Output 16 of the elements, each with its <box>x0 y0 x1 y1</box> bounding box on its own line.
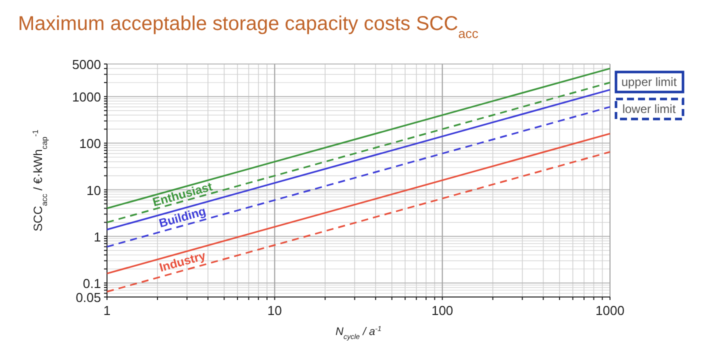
x-tick-label: 1 <box>103 303 111 318</box>
y-tick-label: 0.1 <box>82 276 101 291</box>
x-tick-label: 1000 <box>596 303 624 318</box>
y-tick-label: 1000 <box>72 90 101 105</box>
y-tick-label: 1 <box>94 229 101 244</box>
x-tick-label: 100 <box>431 303 454 318</box>
y-tick-label: 10 <box>86 182 101 198</box>
y-tick-label: 0.05 <box>76 290 101 305</box>
text: Industry <box>158 248 208 275</box>
chart-title: Maximum acceptable storage capacity costs SCC$_{acc}$ <box>18 13 479 40</box>
x-tick-label: 10 <box>267 303 282 318</box>
y-tick-label: 100 <box>79 136 101 152</box>
solid-frame-key: upper limit <box>614 70 684 94</box>
y-tick-label: 5000 <box>72 57 101 72</box>
dashed-frame-key: lower limit <box>614 98 684 120</box>
x-axis-title: N$_{cycle}$ / a$^{-1}$ <box>336 325 382 341</box>
